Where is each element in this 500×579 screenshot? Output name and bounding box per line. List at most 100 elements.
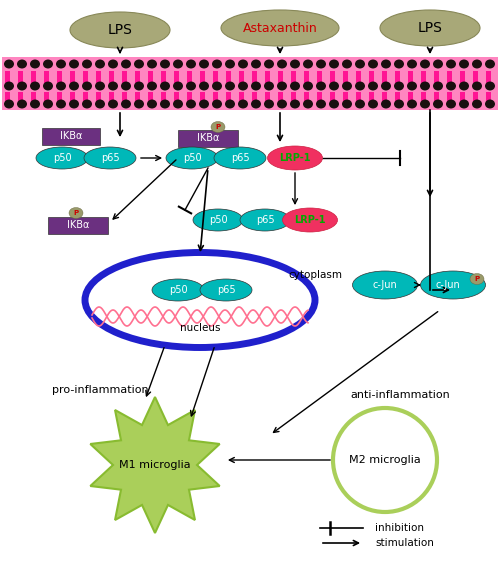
Ellipse shape (316, 82, 326, 90)
Ellipse shape (221, 10, 339, 46)
Ellipse shape (329, 60, 339, 68)
Bar (122, 71, 127, 83)
Ellipse shape (212, 60, 222, 68)
Ellipse shape (43, 82, 53, 90)
Ellipse shape (394, 82, 404, 90)
Ellipse shape (368, 82, 378, 90)
Ellipse shape (69, 207, 83, 218)
Ellipse shape (268, 146, 322, 170)
Text: p65: p65 (230, 153, 250, 163)
Bar (70, 92, 75, 104)
Bar (434, 71, 439, 83)
Text: IKBα: IKBα (67, 220, 89, 230)
Ellipse shape (30, 82, 40, 90)
Ellipse shape (186, 60, 196, 68)
Bar (44, 71, 49, 83)
Bar (265, 92, 270, 104)
Bar (109, 71, 114, 83)
Text: LPS: LPS (108, 23, 132, 37)
Bar (5, 71, 10, 83)
Ellipse shape (173, 82, 183, 90)
Bar (31, 92, 36, 104)
Ellipse shape (251, 82, 261, 90)
Ellipse shape (368, 60, 378, 68)
Ellipse shape (342, 82, 352, 90)
Text: nucleus: nucleus (180, 323, 220, 333)
Ellipse shape (472, 100, 482, 108)
Ellipse shape (472, 82, 482, 90)
Ellipse shape (303, 100, 313, 108)
Bar (148, 92, 153, 104)
Text: c-Jun: c-Jun (372, 280, 398, 290)
Bar (161, 92, 166, 104)
Bar (369, 92, 374, 104)
Ellipse shape (472, 60, 482, 68)
Bar (330, 92, 335, 104)
Text: LPS: LPS (418, 21, 442, 35)
Bar (200, 92, 205, 104)
Ellipse shape (147, 100, 157, 108)
Ellipse shape (264, 60, 274, 68)
Bar (395, 92, 400, 104)
Ellipse shape (134, 100, 144, 108)
Text: M2 microglia: M2 microglia (349, 455, 421, 465)
Bar (252, 71, 257, 83)
Bar (174, 71, 179, 83)
Bar (447, 92, 452, 104)
Bar (421, 71, 426, 83)
Ellipse shape (186, 82, 196, 90)
Bar (239, 92, 244, 104)
Bar (70, 71, 75, 83)
Ellipse shape (290, 82, 300, 90)
Ellipse shape (134, 60, 144, 68)
Text: p65: p65 (216, 285, 236, 295)
Ellipse shape (82, 82, 92, 90)
Ellipse shape (238, 100, 248, 108)
Bar (213, 92, 218, 104)
Bar (304, 92, 309, 104)
Text: anti-inflammation: anti-inflammation (350, 390, 450, 400)
Ellipse shape (342, 60, 352, 68)
Ellipse shape (17, 60, 27, 68)
Ellipse shape (352, 271, 418, 299)
Bar (434, 92, 439, 104)
Ellipse shape (355, 82, 365, 90)
Ellipse shape (303, 60, 313, 68)
Ellipse shape (186, 100, 196, 108)
Ellipse shape (420, 60, 430, 68)
Ellipse shape (355, 100, 365, 108)
Bar (317, 92, 322, 104)
Text: stimulation: stimulation (375, 538, 434, 548)
Ellipse shape (82, 60, 92, 68)
Ellipse shape (95, 60, 105, 68)
Bar (2, 57, 498, 110)
Ellipse shape (240, 209, 290, 231)
Bar (57, 92, 62, 104)
Ellipse shape (290, 100, 300, 108)
Text: p50: p50 (52, 153, 72, 163)
Ellipse shape (134, 82, 144, 90)
Bar (148, 71, 153, 83)
Bar (356, 92, 361, 104)
Text: pro-inflammation: pro-inflammation (52, 385, 148, 395)
Bar (42, 128, 100, 145)
Ellipse shape (173, 60, 183, 68)
Text: LRP-1: LRP-1 (294, 215, 326, 225)
Bar (408, 71, 413, 83)
Ellipse shape (485, 60, 495, 68)
Bar (460, 71, 465, 83)
Ellipse shape (84, 147, 136, 169)
Ellipse shape (95, 82, 105, 90)
Ellipse shape (407, 100, 417, 108)
Ellipse shape (290, 60, 300, 68)
Ellipse shape (264, 82, 274, 90)
Bar (96, 92, 101, 104)
Bar (200, 71, 205, 83)
Text: P: P (474, 276, 480, 282)
Ellipse shape (56, 100, 66, 108)
Bar (18, 71, 23, 83)
Bar (343, 92, 348, 104)
Ellipse shape (200, 279, 252, 301)
Ellipse shape (470, 273, 484, 284)
Bar (252, 92, 257, 104)
